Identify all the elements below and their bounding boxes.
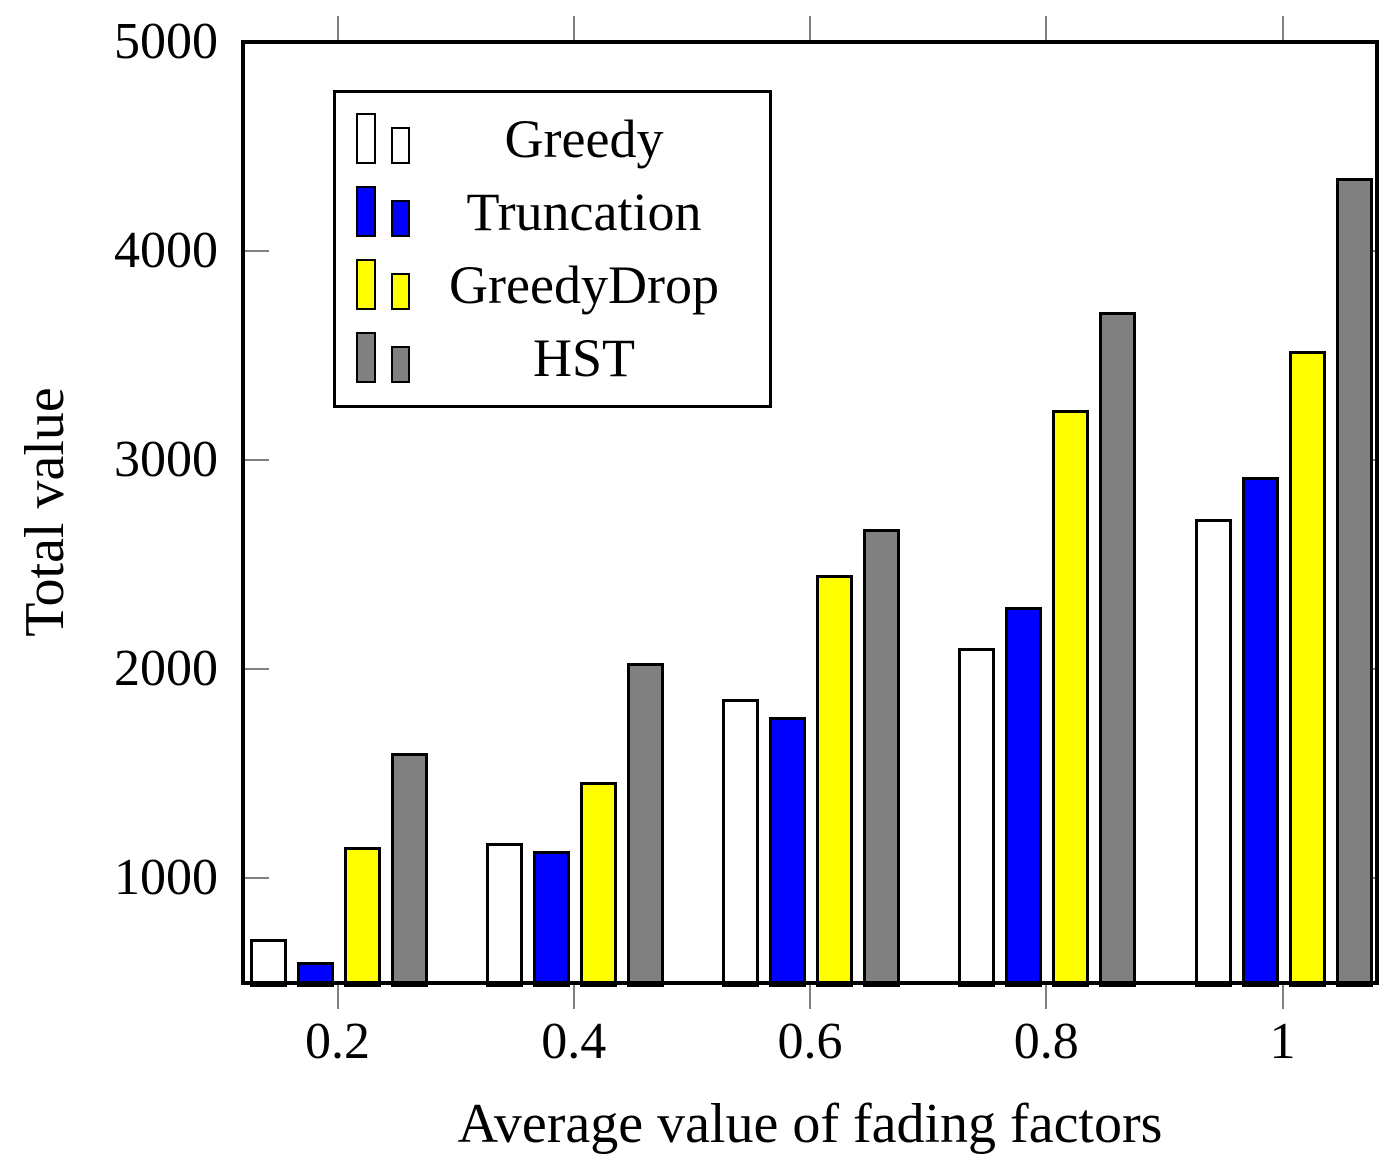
- y-tick: [245, 459, 269, 462]
- x-tick-top: [336, 16, 339, 40]
- legend-label-greedy: Greedy: [504, 108, 664, 169]
- bar-greedy-0.2: [249, 939, 287, 987]
- bar-greedydrop-0.6: [816, 575, 853, 987]
- x-tick: [572, 985, 575, 1009]
- legend-swatch-bar-tall: [356, 186, 376, 237]
- legend-label-greedydrop: GreedyDrop: [449, 254, 719, 315]
- legend-swatch-truncation: [356, 186, 429, 237]
- bar-greedydrop-1: [1288, 351, 1326, 987]
- legend-swatch-bar-tall: [356, 113, 376, 164]
- x-tick-top: [1281, 16, 1284, 40]
- bar-hst-0.4: [626, 663, 664, 987]
- legend-swatch-bar-short: [391, 346, 410, 383]
- x-tick: [809, 985, 811, 1009]
- y-tick-label: 5000: [114, 13, 218, 70]
- legend-label-truncation: Truncation: [466, 181, 702, 242]
- legend-swatch-greedydrop: [356, 259, 429, 310]
- bar-truncation-0.2: [296, 962, 334, 987]
- bar-truncation-1: [1241, 476, 1279, 987]
- legend-item-truncation: Truncation: [356, 175, 739, 248]
- legend-swatch-greedy: [356, 113, 429, 164]
- bar-hst-1: [1335, 177, 1373, 987]
- bar-greedydrop-0.8: [1052, 410, 1090, 987]
- x-tick-top: [572, 16, 575, 40]
- x-tick-label: 0.4: [541, 1013, 607, 1070]
- bar-hst-0.6: [863, 529, 900, 987]
- legend-item-greedydrop: GreedyDrop: [356, 248, 739, 321]
- bar-greedydrop-0.4: [579, 782, 617, 987]
- y-tick-label: 1000: [114, 849, 218, 907]
- y-tick: [245, 668, 269, 671]
- x-tick-top: [809, 16, 811, 40]
- bar-truncation-0.4: [532, 851, 570, 987]
- y-tick-label: 3000: [114, 431, 218, 489]
- legend-swatch-bar-short: [391, 200, 410, 237]
- x-tick: [1045, 985, 1048, 1009]
- x-tick: [1281, 985, 1284, 1009]
- legend: Greedy Truncation GreedyDrop HST: [333, 90, 772, 408]
- legend-item-hst: HST: [356, 321, 739, 394]
- x-tick-label: 0.6: [777, 1013, 843, 1070]
- y-tick: [245, 250, 269, 253]
- bar-greedy-0.8: [958, 648, 996, 987]
- bar-greedy-0.6: [722, 698, 759, 987]
- bar-hst-0.8: [1099, 311, 1137, 987]
- legend-swatch-hst: [356, 332, 429, 383]
- y-tick: [245, 41, 269, 43]
- y-tick-label: 2000: [114, 640, 218, 698]
- y-axis-title: Total value: [14, 387, 76, 637]
- legend-swatch-bar-short: [391, 273, 410, 310]
- x-tick-label: 0.2: [305, 1013, 370, 1070]
- x-tick-label: 0.8: [1013, 1013, 1079, 1070]
- x-tick: [336, 985, 339, 1009]
- legend-swatch-bar-tall: [356, 332, 376, 383]
- y-tick: [245, 877, 269, 880]
- x-tick-label: 1: [1269, 1013, 1296, 1070]
- y-tick-label: 4000: [114, 222, 218, 280]
- legend-swatch-bar-short: [391, 127, 410, 164]
- bar-truncation-0.8: [1005, 606, 1043, 987]
- bar-hst-0.2: [390, 752, 428, 987]
- x-tick-top: [1045, 16, 1048, 40]
- x-axis-title: Average value of fading factors: [457, 1093, 1163, 1155]
- bar-greedy-1: [1194, 518, 1232, 987]
- legend-item-greedy: Greedy: [356, 102, 739, 175]
- y-tick-right: [1351, 41, 1375, 43]
- bar-truncation-0.6: [769, 717, 806, 987]
- bar-greedydrop-0.2: [343, 847, 381, 987]
- bar-greedy-0.4: [485, 842, 523, 987]
- legend-swatch-bar-tall: [356, 259, 376, 310]
- legend-label-hst: HST: [532, 327, 635, 388]
